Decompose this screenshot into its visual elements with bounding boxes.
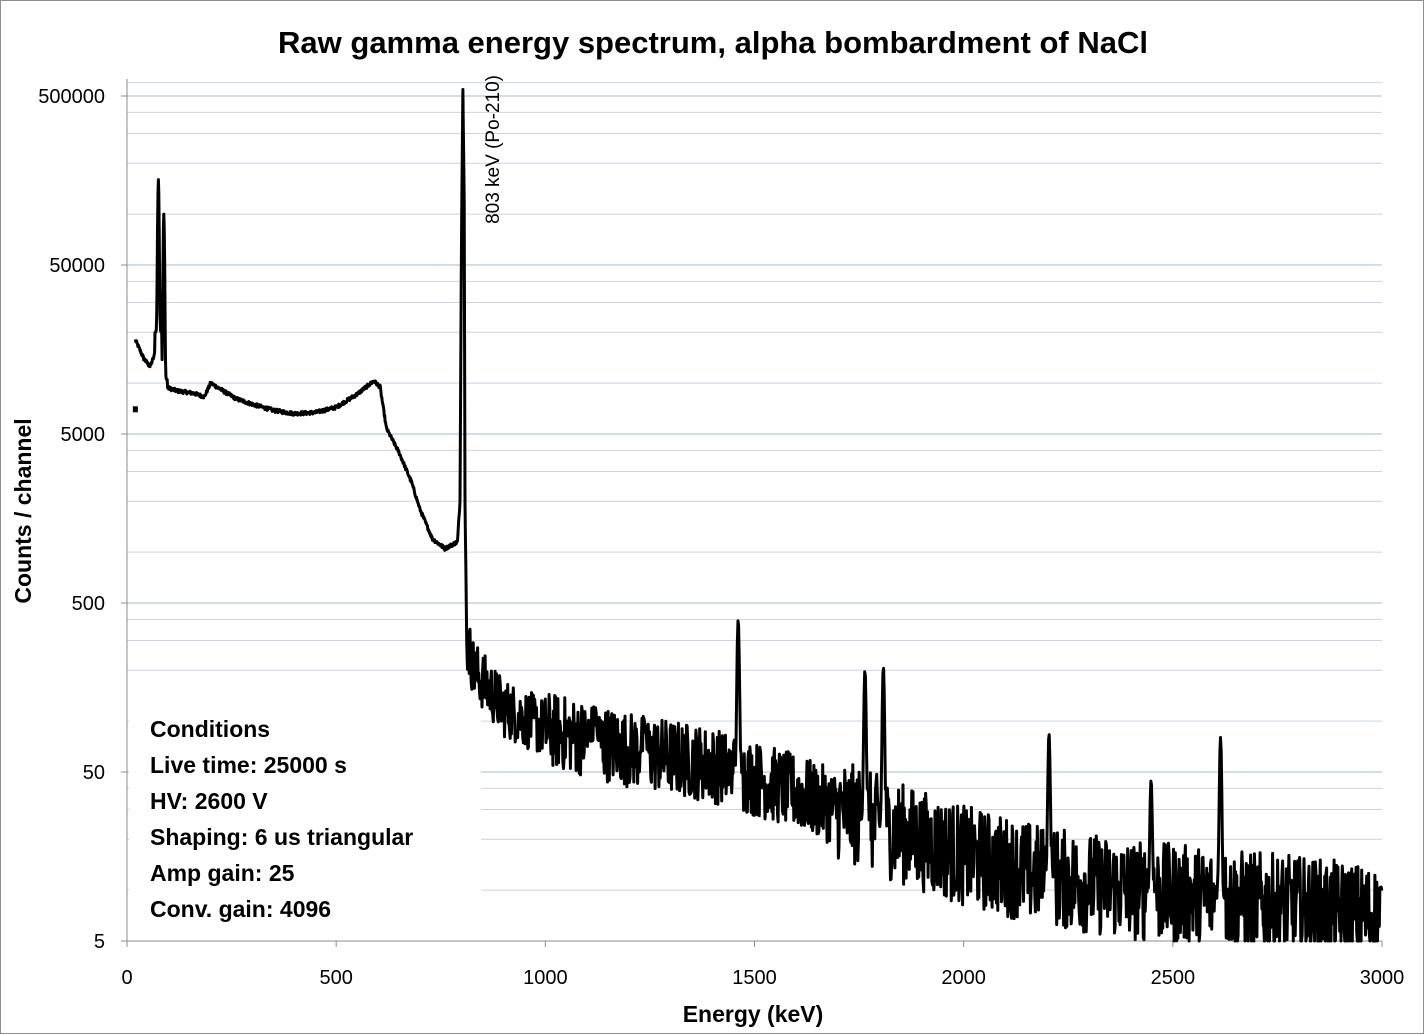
conditions-background (129, 701, 481, 939)
y-tick-label: 500 (72, 593, 105, 615)
x-tick-label: 1000 (523, 967, 568, 989)
y-tick-label: 50 (83, 762, 105, 784)
x-tick-label: 0 (121, 967, 132, 989)
conditions-heading: Conditions (150, 716, 270, 742)
condition-conv-gain: Conv. gain: 4096 (150, 896, 331, 922)
condition-hv: HV: 2600 V (150, 788, 268, 814)
x-tick-label: 2500 (1151, 967, 1196, 989)
spectrum-series-line (133, 88, 1384, 943)
peak-annotation: 803 keV (Po-210) (483, 75, 504, 224)
conditions-box: Conditions Live time: 25000 s HV: 2600 V… (150, 716, 413, 922)
y-tick-label: 5000 (61, 424, 106, 446)
x-axis-title: Energy (keV) (683, 1001, 824, 1027)
condition-live-time: Live time: 25000 s (150, 752, 347, 778)
y-tick-label: 500000 (38, 86, 105, 108)
y-axis-title: Counts / channel (10, 418, 36, 603)
y-tick-label: 5 (94, 931, 105, 953)
x-tick-label: 3000 (1360, 967, 1405, 989)
y-axis-ticks: 5 50 500 5000 50000 500000 (38, 86, 127, 953)
condition-amp-gain: Amp gain: 25 (150, 860, 295, 886)
x-axis-ticks: 0 500 1000 1500 2000 2500 3000 (121, 941, 1404, 989)
chart-title: Raw gamma energy spectrum, alpha bombard… (278, 25, 1148, 60)
spectrum-low-point (132, 406, 138, 413)
x-tick-label: 500 (319, 967, 352, 989)
condition-shaping: Shaping: 6 us triangular (150, 824, 413, 850)
x-tick-label: 2000 (941, 967, 986, 989)
x-tick-label: 1500 (732, 967, 777, 989)
y-tick-label: 50000 (49, 255, 105, 277)
